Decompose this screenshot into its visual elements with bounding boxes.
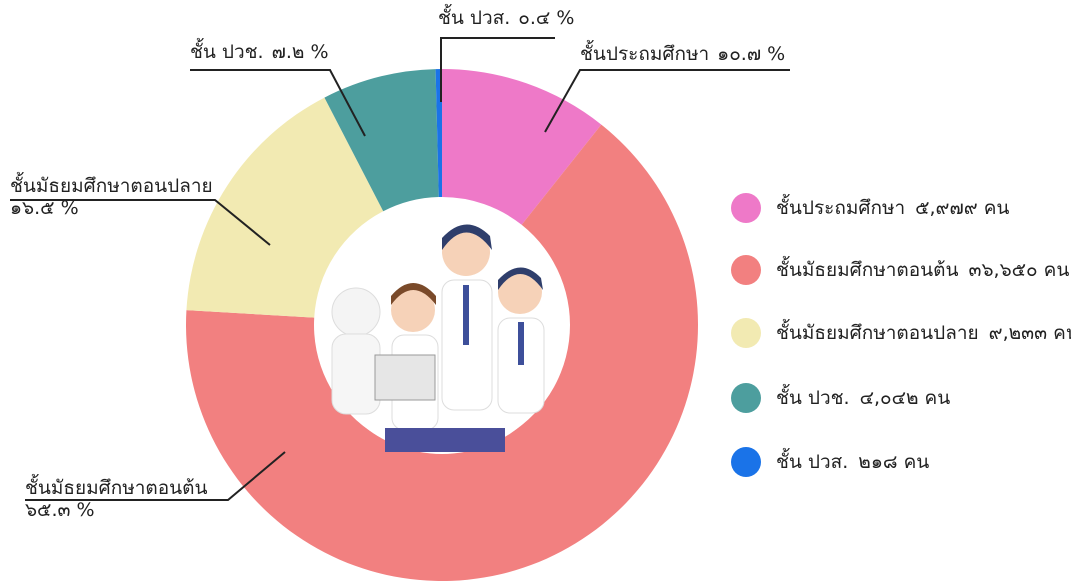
callout-category: ชั้นประถมศึกษา <box>580 40 709 65</box>
legend-category: ชั้น ปวส. <box>776 448 848 473</box>
legend-count: ๔,๐๔๒ คน <box>860 387 951 409</box>
callout-category: ชั้นมัธยมศึกษาตอนต้น <box>25 474 208 499</box>
legend-count: ๒๑๘ คน <box>858 451 929 473</box>
legend-count: ๓๖,๖๕๐ คน <box>969 259 1070 281</box>
legend-swatch <box>731 318 761 348</box>
legend-label: ชั้น ปวส. ๒๑๘ คน <box>776 448 929 473</box>
callout-label: ชั้น ปวส. ๐.๔ % <box>438 4 574 29</box>
legend-count: ๙,๒๓๓ คน <box>989 322 1071 344</box>
donut-segment <box>186 97 384 318</box>
callout-category: ชั้นมัธยมศึกษาตอนปลาย <box>10 172 213 197</box>
callout-category: ชั้น ปวช. <box>190 38 264 63</box>
callouts: ชั้นประถมศึกษา ๑๐.๗ % ชั้นมัธยมศึกษาตอนต้น… <box>10 4 790 521</box>
legend-swatch <box>731 383 761 413</box>
callout-label: ชั้นมัธยมศึกษาตอนปลาย๑๖.๕ % <box>10 172 213 219</box>
donut-segment <box>442 69 602 225</box>
callout-label: ชั้นมัธยมศึกษาตอนต้น๖๕.๓ % <box>25 474 208 521</box>
leader-line <box>190 69 366 137</box>
callout-value: ๗.๒ % <box>272 41 329 63</box>
legend-swatch <box>731 255 761 285</box>
callout-category: ชั้น ปวส. <box>438 4 510 29</box>
leader-line <box>544 69 790 133</box>
donut <box>186 69 698 581</box>
callout-value: ๑๐.๗ % <box>717 43 785 65</box>
legend-category: ชั้น ปวช. <box>776 384 850 409</box>
callout-value: ๖๕.๓ % <box>25 499 95 521</box>
legend: ชั้นประถมศึกษา ๕,๙๗๙ คนชั้นมัธยมศึกษาตอนต… <box>731 193 1071 477</box>
leader-line <box>10 199 271 246</box>
legend-category: ชั้นมัธยมศึกษาตอนต้น <box>776 256 959 281</box>
callout-value: ๐.๔ % <box>518 7 574 29</box>
legend-label: ชั้นมัธยมศึกษาตอนต้น ๓๖,๖๕๐ คน <box>776 256 1069 281</box>
legend-category: ชั้นประถมศึกษา <box>776 194 905 219</box>
legend-label: ชั้นประถมศึกษา ๕,๙๗๙ คน <box>776 194 1009 219</box>
callout-label: ชั้นประถมศึกษา ๑๐.๗ % <box>580 40 785 65</box>
callout-value: ๑๖.๕ % <box>10 197 79 219</box>
legend-swatch <box>731 447 761 477</box>
legend-count: ๕,๙๗๙ คน <box>915 197 1009 219</box>
donut-segment <box>186 124 698 581</box>
leader-line <box>25 451 286 501</box>
center-illustration <box>318 206 566 454</box>
legend-label: ชั้นมัธยมศึกษาตอนปลาย ๙,๒๓๓ คน <box>776 319 1071 344</box>
legend-category: ชั้นมัธยมศึกษาตอนปลาย <box>776 319 979 344</box>
leader-line <box>440 37 555 102</box>
legend-swatch <box>731 193 761 223</box>
legend-label: ชั้น ปวช. ๔,๐๔๒ คน <box>776 384 950 409</box>
callout-label: ชั้น ปวช. ๗.๒ % <box>190 38 329 63</box>
donut-segment <box>324 69 439 212</box>
